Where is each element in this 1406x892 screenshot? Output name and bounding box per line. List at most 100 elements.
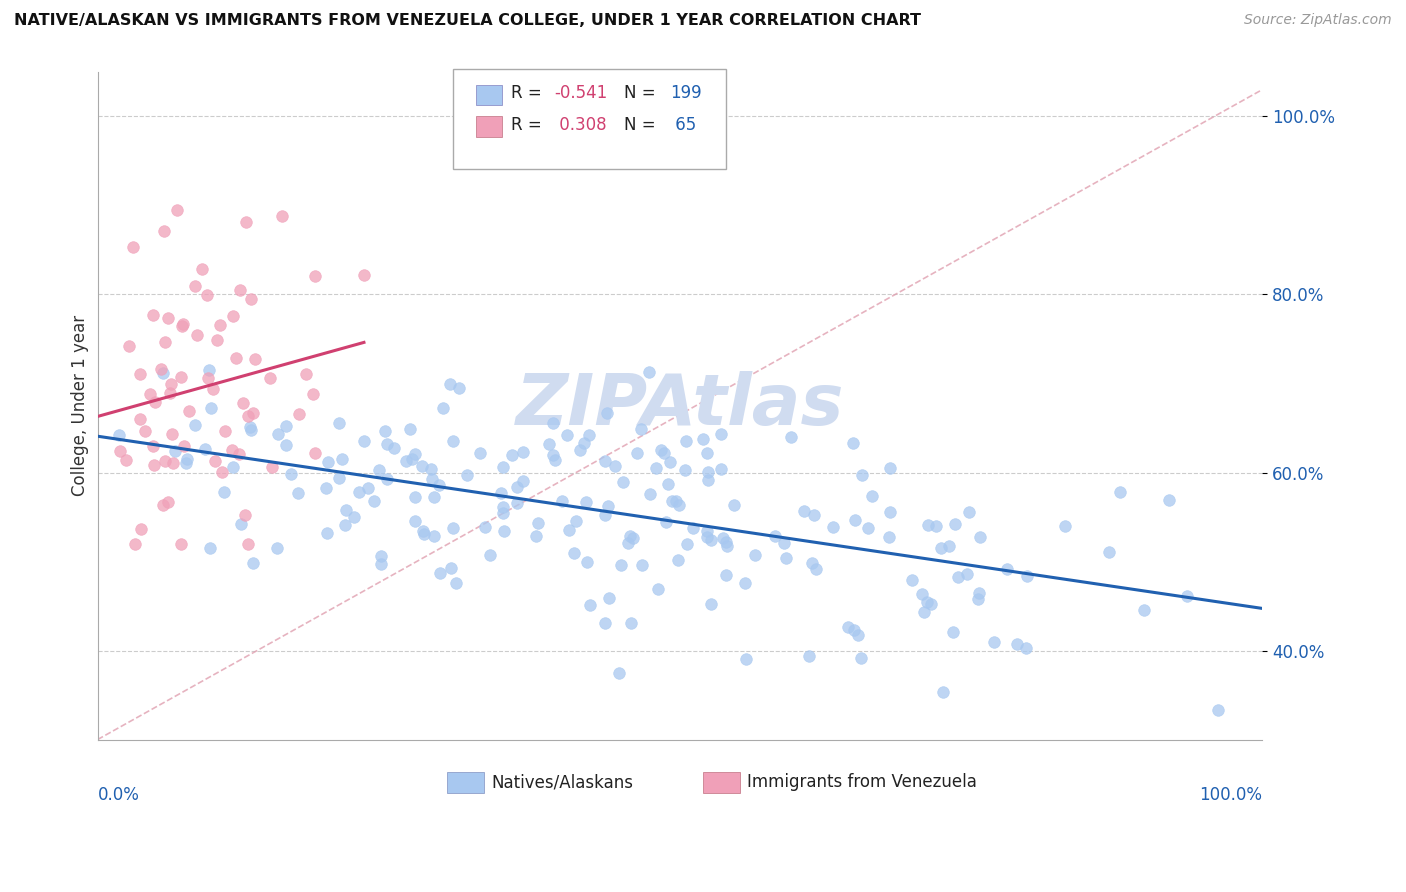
Point: [568, 442, 591, 457]
Point: [240, 292, 263, 306]
Point: [1017, 569, 1039, 583]
Point: [404, 447, 426, 461]
Point: [713, 532, 735, 546]
Point: [174, 456, 197, 470]
Point: [851, 467, 873, 482]
Text: 0.308: 0.308: [554, 116, 606, 134]
Point: [479, 548, 502, 562]
Point: [413, 526, 436, 541]
Point: [844, 513, 866, 527]
Point: [673, 463, 696, 477]
Point: [491, 500, 513, 514]
Point: [330, 451, 353, 466]
Point: [821, 520, 844, 534]
Point: [574, 436, 596, 450]
Point: [917, 518, 939, 533]
Point: [374, 424, 396, 438]
Point: [160, 377, 183, 392]
Point: [429, 566, 451, 580]
Point: [172, 318, 194, 332]
Point: [243, 352, 266, 367]
Point: [422, 472, 444, 486]
Point: [630, 558, 652, 572]
Point: [353, 268, 375, 283]
Point: [657, 477, 679, 491]
Point: [162, 456, 184, 470]
Point: [267, 427, 290, 442]
Point: [697, 473, 720, 487]
Text: N =: N =: [624, 116, 661, 134]
Point: [240, 423, 263, 437]
Point: [370, 557, 392, 571]
Point: [232, 396, 254, 410]
Point: [844, 624, 866, 638]
Point: [900, 573, 922, 587]
Point: [714, 534, 737, 549]
Point: [152, 366, 174, 380]
Point: [468, 446, 491, 460]
Point: [316, 526, 339, 541]
Point: [506, 480, 529, 494]
Point: [129, 412, 152, 426]
Point: [596, 406, 619, 420]
Point: [710, 462, 733, 476]
Text: R =: R =: [510, 116, 547, 134]
Text: Source: ZipAtlas.com: Source: ZipAtlas.com: [1244, 13, 1392, 28]
Point: [271, 209, 294, 223]
Point: [162, 427, 184, 442]
Point: [404, 490, 426, 504]
Point: [565, 514, 588, 528]
Point: [858, 521, 880, 535]
Point: [370, 549, 392, 563]
Point: [118, 339, 141, 353]
Point: [152, 498, 174, 512]
Point: [1053, 519, 1076, 533]
Point: [170, 370, 193, 384]
Point: [579, 598, 602, 612]
Point: [173, 439, 195, 453]
Point: [846, 628, 869, 642]
Point: [682, 521, 704, 535]
Point: [191, 261, 214, 276]
Point: [527, 516, 550, 530]
Point: [1208, 703, 1230, 717]
Point: [368, 462, 391, 476]
Point: [225, 351, 247, 365]
Point: [153, 334, 176, 349]
Point: [153, 454, 176, 468]
Point: [541, 417, 564, 431]
Point: [184, 417, 207, 432]
Point: [1133, 603, 1156, 617]
Point: [654, 446, 676, 460]
Point: [562, 546, 585, 560]
Point: [492, 524, 515, 538]
Point: [723, 498, 745, 512]
Point: [969, 530, 991, 544]
Point: [259, 371, 281, 385]
Point: [197, 371, 219, 385]
Point: [375, 436, 398, 450]
Point: [700, 533, 723, 548]
Point: [447, 381, 470, 395]
Point: [159, 386, 181, 401]
Point: [772, 536, 794, 550]
Point: [316, 455, 339, 469]
Point: [266, 541, 288, 555]
FancyBboxPatch shape: [477, 85, 502, 105]
FancyBboxPatch shape: [447, 772, 484, 793]
Point: [242, 557, 264, 571]
Text: ZIPAtlas: ZIPAtlas: [516, 371, 844, 441]
Point: [692, 433, 714, 447]
Point: [860, 489, 883, 503]
Point: [946, 570, 969, 584]
Point: [696, 446, 718, 460]
Point: [404, 514, 426, 528]
Point: [186, 327, 208, 342]
Point: [142, 308, 165, 322]
Point: [538, 437, 561, 451]
Point: [343, 509, 366, 524]
Point: [304, 268, 326, 283]
Point: [375, 472, 398, 486]
Point: [333, 518, 356, 533]
Point: [401, 451, 423, 466]
